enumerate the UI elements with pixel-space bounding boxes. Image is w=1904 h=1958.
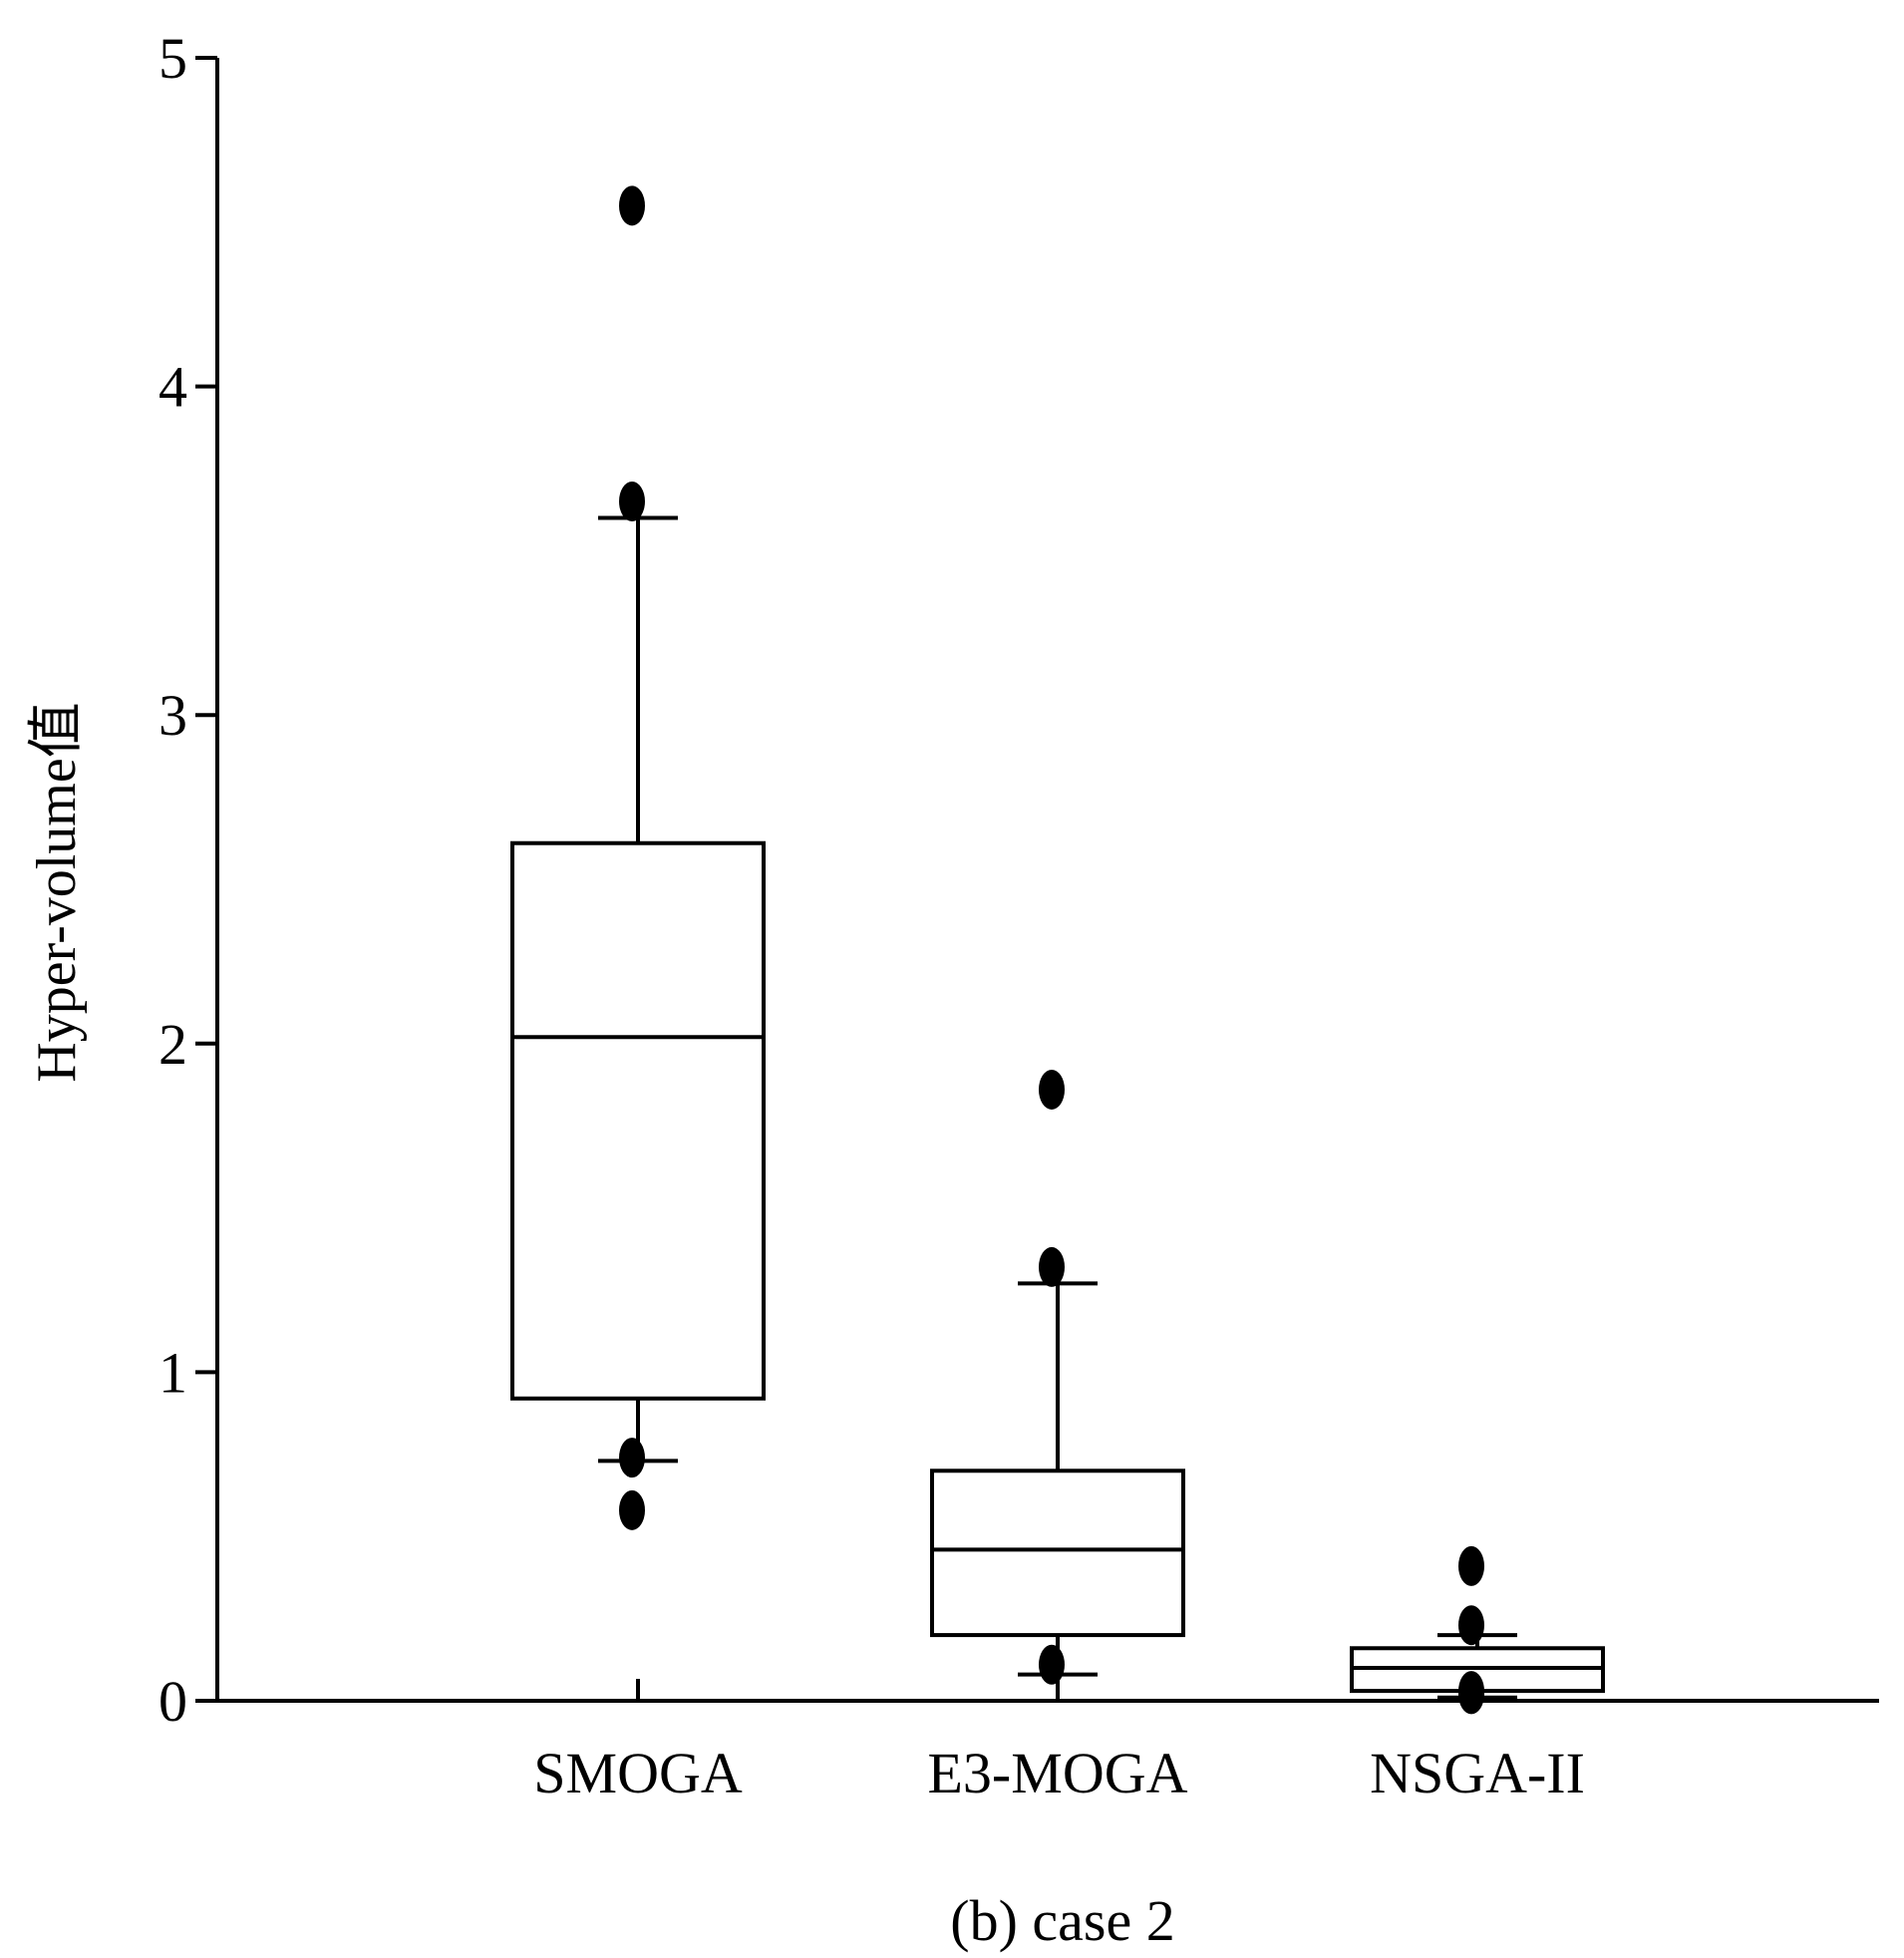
outlier-point xyxy=(1458,1545,1484,1586)
outlier-point xyxy=(1039,1644,1065,1685)
outlier-point xyxy=(619,1489,645,1530)
y-axis-title: Hyper-volume值 xyxy=(26,702,88,1082)
y-tick-label: 0 xyxy=(159,1669,187,1734)
interquartile-box xyxy=(930,1468,1185,1638)
outlier-point xyxy=(1039,1069,1065,1110)
x-axis: SMOGA E3-MOGA NSGA-II xyxy=(217,1679,1879,1805)
outlier-point xyxy=(619,185,645,226)
x-tick-label: NSGA-II xyxy=(1370,1741,1585,1805)
y-tick-label: 3 xyxy=(159,683,187,748)
y-tick-label: 2 xyxy=(159,1012,187,1077)
x-tick-label: E3-MOGA xyxy=(928,1741,1188,1805)
y-tick-label: 1 xyxy=(159,1340,187,1405)
x-tick-label: SMOGA xyxy=(533,1741,743,1805)
y-axis: 0 1 2 3 4 5 xyxy=(159,26,219,1734)
outlier-point xyxy=(1458,1605,1484,1646)
outlier-point xyxy=(1458,1674,1484,1715)
box-nsga-ii xyxy=(1350,1545,1605,1715)
outlier-point xyxy=(1039,1246,1065,1287)
outlier-point xyxy=(619,1438,645,1478)
outlier-point xyxy=(619,481,645,521)
box-series xyxy=(510,185,1605,1715)
y-tick-label: 5 xyxy=(159,26,187,91)
box-smoga xyxy=(510,185,766,1530)
y-tick-label: 4 xyxy=(159,355,187,420)
interquartile-box xyxy=(510,840,766,1401)
box-e3-moga xyxy=(930,1069,1185,1685)
chart-caption: (b) case 2 xyxy=(950,1888,1174,1953)
